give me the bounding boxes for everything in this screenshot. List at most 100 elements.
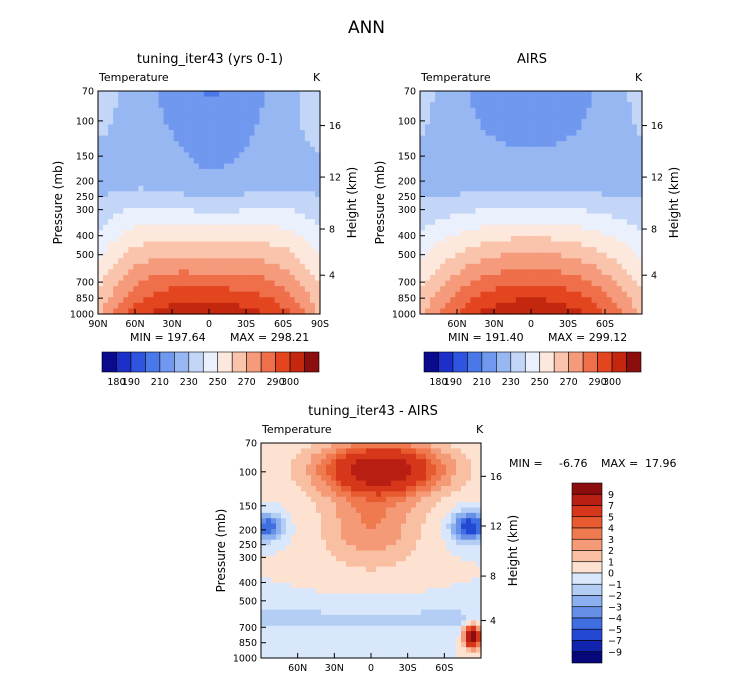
panel2-field-cell bbox=[525, 113, 532, 120]
panel1-units: K bbox=[313, 71, 321, 84]
panel2-field-cell bbox=[420, 286, 426, 293]
panel3-field-cell bbox=[361, 507, 367, 514]
panel3-field-cell bbox=[436, 555, 442, 562]
panel2-field-cell bbox=[425, 174, 431, 181]
panel2-field-cell bbox=[536, 96, 542, 103]
panel2-field-cell bbox=[566, 224, 572, 231]
panel1-field-cell bbox=[198, 280, 205, 287]
panel3-field-cell bbox=[426, 491, 432, 498]
panel3-field-cell bbox=[426, 496, 432, 503]
panel2-field-cell bbox=[561, 141, 567, 148]
panel2-field-cell bbox=[490, 102, 497, 109]
panel1-field-cell bbox=[259, 191, 266, 198]
panel3-field-cell bbox=[281, 550, 287, 557]
panel1-field-cell bbox=[264, 113, 271, 120]
panel2-field-cell bbox=[490, 107, 497, 114]
panel3-field-cell bbox=[296, 534, 302, 541]
panel3-field-cell bbox=[386, 582, 392, 589]
panel2-field-cell bbox=[531, 297, 537, 304]
panel3-field-cell bbox=[401, 496, 407, 503]
panel2-field-cell bbox=[626, 263, 633, 270]
panel1-field-cell bbox=[229, 163, 235, 170]
panel3-field-cell bbox=[381, 534, 387, 541]
panel3-field-cell bbox=[381, 448, 387, 455]
panel2-field-cell bbox=[470, 269, 477, 276]
panel2-ytick-label: 500 bbox=[398, 250, 416, 261]
panel1-field-cell bbox=[314, 180, 321, 187]
panel1-field-cell bbox=[229, 141, 235, 148]
panel1-field-cell bbox=[163, 180, 170, 187]
panel2-field-cell bbox=[621, 224, 628, 231]
panel3-field-cell bbox=[431, 550, 437, 557]
panel3-field-cell bbox=[436, 572, 442, 578]
panel1-field-cell bbox=[148, 263, 155, 270]
panel3-field-cell bbox=[291, 550, 297, 557]
panel1-field-cell bbox=[133, 91, 139, 98]
panel3-field-cell bbox=[361, 598, 367, 605]
panel2-field-cell bbox=[485, 163, 492, 170]
panel1-field-cell bbox=[264, 146, 271, 153]
panel3-field-cell bbox=[406, 459, 412, 466]
panel2-field-cell bbox=[435, 308, 441, 315]
panel1-field-cell bbox=[153, 163, 160, 170]
panel2-field-cell bbox=[581, 202, 588, 209]
panel2-field-cell bbox=[515, 130, 522, 137]
panel2-field-cell bbox=[485, 219, 492, 226]
panel2-field-cell bbox=[525, 274, 532, 282]
panel3-field-cell bbox=[431, 593, 437, 600]
panel2-field-cell bbox=[611, 219, 618, 226]
panel2-field-cell bbox=[430, 146, 436, 153]
panel1-field-cell bbox=[163, 308, 170, 315]
panel2-field-cell bbox=[631, 157, 638, 165]
panel2-field-cell bbox=[485, 169, 492, 176]
panel3-field-cell bbox=[411, 555, 417, 562]
panel3-field-cell bbox=[351, 572, 357, 578]
panel2-field-cell bbox=[566, 169, 572, 176]
panel1-field-cell bbox=[294, 146, 301, 153]
panel1-field-cell bbox=[188, 91, 195, 98]
panel3-field-cell bbox=[361, 469, 367, 476]
panel2-field-cell bbox=[525, 102, 532, 109]
panel1-field-cell bbox=[209, 107, 215, 114]
panel1-field-cell bbox=[214, 252, 220, 259]
panel2-field-cell bbox=[596, 252, 603, 259]
panel1-field-cell bbox=[239, 113, 245, 120]
panel2-field-cell bbox=[460, 113, 467, 120]
panel3-field-cell bbox=[266, 572, 272, 578]
panel3-field-cell bbox=[346, 555, 352, 562]
panel2-field-cell bbox=[440, 135, 446, 142]
panel2-field-cell bbox=[551, 286, 557, 293]
panel2-variable: Temperature bbox=[421, 71, 491, 84]
panel2-field-cell bbox=[581, 135, 588, 142]
panel2-field-cell bbox=[515, 269, 522, 276]
panel3-field-cell bbox=[261, 529, 267, 535]
panel3-field-cell bbox=[331, 443, 337, 449]
panel2-field-cell bbox=[561, 135, 567, 142]
panel1-field-cell bbox=[173, 96, 180, 103]
panel2-field-cell bbox=[505, 263, 512, 270]
panel1-field-cell bbox=[163, 91, 170, 98]
panel2-field-cell bbox=[485, 274, 492, 282]
panel1-field-cell bbox=[113, 230, 119, 237]
panel1-field-cell bbox=[314, 252, 321, 259]
panel3-field-cell bbox=[356, 577, 362, 584]
panel3-field-cell bbox=[331, 464, 337, 471]
panel3-field-cell bbox=[401, 491, 407, 498]
panel1-field-cell bbox=[158, 91, 165, 98]
panel1-field-cell bbox=[168, 191, 175, 198]
panel1-field-cell bbox=[264, 141, 271, 148]
panel1-field-cell bbox=[234, 107, 240, 114]
panel2-field-cell bbox=[475, 269, 482, 276]
panel2-field-cell bbox=[616, 291, 623, 298]
panel1-colorbar-swatch bbox=[188, 351, 204, 373]
panel3-field-cell bbox=[356, 448, 362, 455]
panel3-field-cell bbox=[306, 582, 312, 589]
panel1-field-cell bbox=[219, 286, 225, 293]
panel3-field-cell bbox=[421, 480, 427, 487]
panel2-field-cell bbox=[631, 130, 638, 137]
panel1-field-cell bbox=[254, 130, 261, 137]
panel1-field-cell bbox=[219, 241, 225, 248]
panel1-field-cell bbox=[264, 213, 271, 220]
panel1-field-cell bbox=[244, 258, 250, 265]
panel2-field-cell bbox=[435, 157, 441, 165]
